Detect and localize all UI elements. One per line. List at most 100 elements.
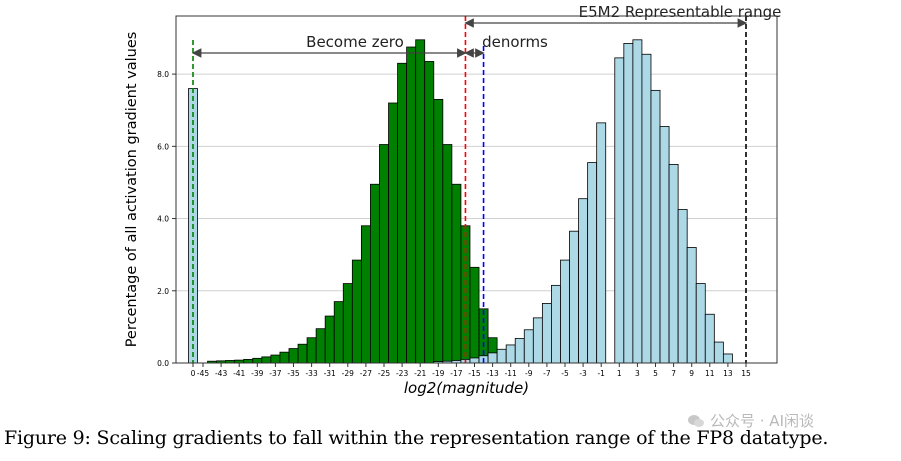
x-tick-label: 3 [635,369,640,378]
x-tick-label: 11 [705,369,715,378]
watermark: 公众号 · AI闲谈 [688,410,814,431]
bar [279,351,290,364]
bar [460,225,471,364]
bar [532,317,543,364]
y-tick-label: 0.0 [157,359,169,368]
plot-frame [175,15,778,364]
x-tick-label: -45 [197,369,209,378]
bar [722,353,733,364]
x-tick-label: -29 [342,369,354,378]
bar [505,344,516,364]
bar [523,329,534,364]
x-tick-label: -31 [324,369,336,378]
bar [704,313,715,364]
bar [370,183,380,364]
bar [686,247,697,364]
y-axis-ticks: 0.0 2.0 4.0 6.0 8.0 [157,70,176,368]
x-tick-label: -1 [597,369,605,378]
bar [360,225,371,364]
bar [587,162,598,364]
bar [614,57,625,364]
watermark-text: 公众号 · AI闲谈 [710,412,814,430]
bar [668,163,679,364]
bar [560,259,570,364]
x-tick-label: -39 [251,369,263,378]
x-tick-label: -35 [287,369,299,378]
x-tick-label: 9 [689,369,694,378]
x-tick-label: -3 [579,369,587,378]
bar [252,357,263,364]
x-tick-label: -23 [396,369,408,378]
x-tick-label: -15 [468,369,480,378]
x-tick-label: -33 [305,369,317,378]
bar [306,337,317,364]
bar [632,39,643,364]
bar [243,358,254,364]
y-tick-label: 6.0 [157,142,169,151]
bar [270,354,281,364]
x-axis-label: log2(magnitude) [404,379,529,397]
bar [388,102,398,364]
x-tick-label: -41 [233,369,245,378]
bar [713,341,724,364]
annotation-label: Become zero [306,33,404,51]
x-tick-label: -21 [414,369,426,378]
bar [487,352,498,364]
bar [433,98,444,364]
figure-caption: Figure 9: Scaling gradients to fall with… [4,427,829,449]
annotation-label: denorms [482,33,548,51]
x-tick-label: -43 [215,369,227,378]
bar [261,356,272,364]
x-tick-label: -25 [378,369,390,378]
series-green-bars [207,39,507,364]
x-tick-label: -27 [360,369,372,378]
y-axis-label: Percentage of all activation gradient va… [124,32,140,348]
bar [297,343,308,364]
bar [695,283,706,364]
bar [324,315,335,364]
bar [442,144,453,364]
bar [415,39,426,364]
x-tick-label: -9 [525,369,533,378]
bar [496,348,507,364]
x-tick-label: 1 [617,369,622,378]
bar [677,209,688,364]
bar [641,53,652,364]
bar [342,283,353,364]
x-tick-label: 13 [723,369,733,378]
bar [469,266,480,364]
annotation-label: E5M2 Representable range [579,3,782,21]
bar [578,198,589,364]
x-tick-label: -11 [505,369,517,378]
annotations: Become zero denorms E5M2 Representable ran… [191,3,782,58]
bar [659,126,670,364]
x-tick-label: 0 [191,369,196,378]
bar [541,303,552,364]
bar [650,89,661,364]
x-tick-label: -37 [269,369,281,378]
bar [315,328,326,364]
bar [569,230,579,364]
bar [596,122,607,364]
y-tick-label: 4.0 [157,215,169,224]
bar [351,259,362,364]
bar [379,144,389,364]
bar [397,62,408,364]
x-axis-ticks: 0 -45 -43 -41 -39 -37 -35 -33 -31 -29 -27 -25 -23 -21… [191,363,751,378]
bar [406,46,417,364]
bar [623,43,634,364]
x-tick-label: -17 [450,369,462,378]
bar [333,301,344,364]
y-tick-label: 8.0 [157,70,169,79]
x-tick-label: 15 [741,369,751,378]
x-tick-label: 5 [653,369,658,378]
x-tick-label: -19 [432,369,444,378]
bar [514,338,525,364]
x-tick-label: -7 [543,369,551,378]
bar [288,348,299,364]
bar [424,61,435,364]
bar [551,284,561,364]
bar [451,183,462,364]
x-tick-label: -13 [486,369,498,378]
